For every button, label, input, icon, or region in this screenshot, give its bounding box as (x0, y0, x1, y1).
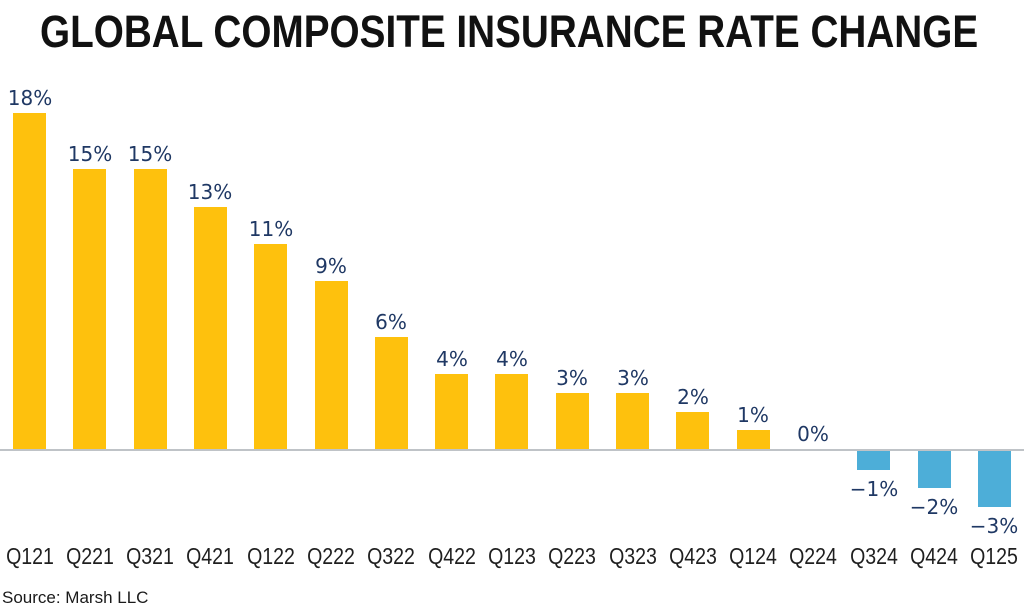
value-label-Q422: 4% (436, 347, 468, 371)
category-label-Q122: Q122 (247, 543, 295, 569)
category-label-Q125: Q125 (970, 543, 1018, 569)
category-label-Q323: Q323 (609, 543, 657, 569)
bar-Q222 (315, 281, 348, 449)
value-label-Q125: −3% (969, 514, 1019, 538)
category-label-Q421: Q421 (186, 543, 234, 569)
source-note: Source: Marsh LLC (2, 588, 149, 607)
value-label-Q423: 2% (677, 385, 709, 409)
bar-Q424 (918, 451, 951, 488)
category-label-Q422: Q422 (428, 543, 476, 569)
value-label-Q221: 15% (67, 142, 113, 166)
value-label-Q421: 13% (187, 180, 233, 204)
bar-Q323 (616, 393, 649, 449)
category-label-Q324: Q324 (850, 543, 898, 569)
value-label-Q222: 9% (315, 254, 347, 278)
value-label-Q123: 4% (496, 347, 528, 371)
bar-Q422 (435, 374, 468, 449)
bar-Q223 (556, 393, 589, 449)
category-label-Q423: Q423 (669, 543, 717, 569)
value-label-Q323: 3% (617, 366, 649, 390)
bar-Q125 (978, 451, 1011, 507)
bar-Q221 (73, 169, 106, 449)
category-label-Q121: Q121 (6, 543, 54, 569)
bar-Q121 (13, 113, 46, 449)
value-label-Q121: 18% (7, 86, 53, 110)
category-label-Q322: Q322 (367, 543, 415, 569)
bar-Q423 (676, 412, 709, 449)
value-label-Q324: −1% (849, 477, 899, 501)
category-label-Q124: Q124 (729, 543, 777, 569)
value-label-Q322: 6% (375, 310, 407, 334)
bar-Q421 (194, 207, 227, 449)
bar-Q122 (254, 244, 287, 449)
category-label-Q221: Q221 (66, 543, 114, 569)
value-label-Q122: 11% (248, 217, 294, 241)
category-label-Q222: Q222 (307, 543, 355, 569)
value-label-Q321: 15% (127, 142, 173, 166)
category-label-Q424: Q424 (910, 543, 958, 569)
value-label-Q424: −2% (909, 495, 959, 519)
category-label-Q224: Q224 (789, 543, 837, 569)
category-label-Q321: Q321 (126, 543, 174, 569)
bar-Q322 (375, 337, 408, 449)
category-label-Q123: Q123 (488, 543, 536, 569)
chart-title: GLOBAL COMPOSITE INSURANCE RATE CHANGE (40, 6, 979, 57)
category-label-Q223: Q223 (548, 543, 596, 569)
value-label-Q224: 0% (797, 422, 829, 446)
bar-Q324 (857, 451, 890, 470)
zero-axis-line (0, 449, 1024, 451)
value-label-Q124: 1% (737, 403, 769, 427)
bar-Q123 (495, 374, 528, 449)
bar-Q321 (134, 169, 167, 449)
bar-Q124 (737, 430, 770, 449)
value-label-Q223: 3% (556, 366, 588, 390)
